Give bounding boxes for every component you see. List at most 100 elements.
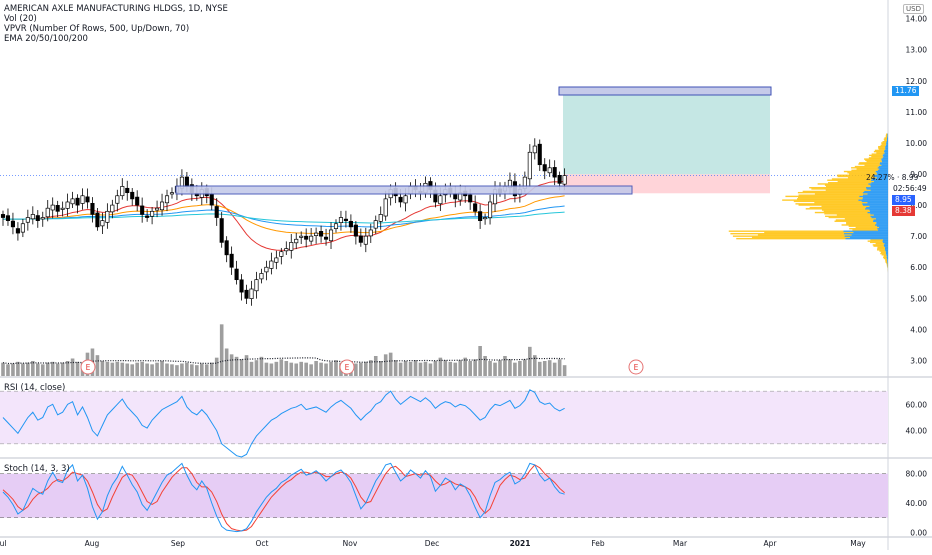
- candle-body: [16, 229, 19, 233]
- candle-body: [399, 197, 402, 202]
- candle-body: [41, 218, 44, 220]
- candle-body: [86, 197, 89, 202]
- time-tick-label: Oct: [256, 539, 269, 548]
- volume-bar: [6, 364, 10, 376]
- vp-row-down: [851, 170, 877, 171]
- candle-body: [230, 254, 233, 267]
- vp-row-down: [810, 207, 866, 208]
- volume-bar: [190, 364, 194, 376]
- vp-row-up: [886, 250, 888, 251]
- vp-row-down: [799, 194, 863, 195]
- candle-body: [468, 195, 471, 202]
- volume-bar: [488, 361, 492, 376]
- vp-row-up: [877, 226, 888, 227]
- vp-row-up: [865, 208, 888, 209]
- vp-row-up: [885, 146, 888, 147]
- candle-body: [116, 196, 119, 203]
- vp-row-down: [803, 191, 864, 192]
- candle-body: [235, 269, 238, 280]
- volume-bar: [414, 360, 418, 376]
- vp-row-up: [887, 258, 888, 259]
- candle-body: [106, 211, 109, 222]
- indicator-vpvr[interactable]: VPVR (Number Of Rows, 500, Up/Down, 70): [4, 24, 228, 34]
- stoch-tick-label: 80.00: [906, 470, 928, 479]
- candle-body: [76, 198, 79, 205]
- vp-row-up: [885, 148, 888, 149]
- vp-row-down: [881, 145, 886, 146]
- vp-row-down: [835, 221, 874, 222]
- vp-row-down: [857, 168, 880, 169]
- candle-body: [135, 197, 138, 205]
- candle-body: [553, 167, 556, 177]
- candle-body: [96, 213, 99, 227]
- vp-row-up: [866, 187, 888, 188]
- candle-body: [101, 221, 104, 226]
- vp-row-down: [872, 153, 884, 154]
- stoch-label[interactable]: Stoch (14, 3, 3): [4, 464, 70, 474]
- vp-row-up: [859, 196, 888, 197]
- candle-body: [334, 224, 337, 229]
- candle-body: [66, 202, 69, 208]
- countdown-label: 02:56:49: [893, 184, 927, 194]
- vp-row-up: [873, 219, 888, 220]
- vp-row-down: [865, 160, 881, 161]
- vp-row-down: [884, 139, 887, 140]
- candle-body: [140, 206, 143, 214]
- vp-row-up: [873, 221, 888, 222]
- vp-row-down: [828, 182, 871, 183]
- volume-bar: [364, 362, 368, 376]
- indicator-vol[interactable]: Vol (20): [4, 14, 228, 24]
- vp-row-up: [879, 168, 888, 169]
- volume-bar: [106, 362, 110, 376]
- vp-row-up: [853, 232, 888, 233]
- vp-row-down: [825, 185, 870, 186]
- vp-row-up: [867, 202, 888, 203]
- vp-row-down: [887, 264, 888, 265]
- volume-bar: [399, 363, 403, 376]
- candle-body: [56, 205, 59, 211]
- volume-bar: [404, 361, 408, 376]
- candle-body: [81, 196, 84, 204]
- volume-bar: [523, 359, 527, 376]
- rsi-label[interactable]: RSI (14, close): [4, 383, 65, 393]
- volume-bar: [230, 354, 234, 376]
- volume-bar: [558, 359, 562, 376]
- vp-row-up: [863, 198, 888, 199]
- target-zone: [563, 88, 770, 174]
- price-tick-label: 13.00: [906, 46, 928, 55]
- vp-row-down: [869, 157, 883, 158]
- vp-row-down: [814, 202, 867, 203]
- vp-row-up: [883, 157, 888, 158]
- volume-bar: [463, 358, 467, 376]
- volume-bar: [429, 364, 433, 377]
- candle-body: [220, 219, 223, 243]
- volume-bar: [180, 364, 184, 377]
- vp-row-down: [879, 250, 885, 251]
- vp-row-down: [846, 223, 876, 224]
- time-tick-label: Mar: [673, 539, 688, 548]
- time-tick-label: Feb: [591, 539, 605, 548]
- vp-row-up: [887, 140, 888, 141]
- price-tick-label: 14.00: [906, 15, 928, 24]
- symbol-title[interactable]: AMERICAN AXLE MANUFACTURING HLDGS, 1D, N…: [4, 4, 228, 14]
- candle-body: [369, 230, 372, 236]
- currency-badge[interactable]: USD: [903, 4, 924, 14]
- volume-bar: [61, 363, 65, 376]
- vp-row-up: [887, 259, 888, 260]
- volume-bar: [245, 355, 249, 376]
- volume-bar: [200, 364, 204, 377]
- vp-row-up: [886, 143, 888, 144]
- vp-row-down: [881, 252, 886, 253]
- candle-body: [260, 273, 263, 278]
- volume-bar: [41, 364, 45, 376]
- volume-bar: [453, 363, 457, 376]
- vp-row-up: [845, 235, 888, 236]
- candle-body: [145, 216, 148, 218]
- candle-body: [354, 225, 357, 236]
- vp-row-up: [870, 185, 888, 186]
- indicator-ema[interactable]: EMA 20/50/100/200: [4, 34, 228, 44]
- candle-body: [270, 261, 273, 268]
